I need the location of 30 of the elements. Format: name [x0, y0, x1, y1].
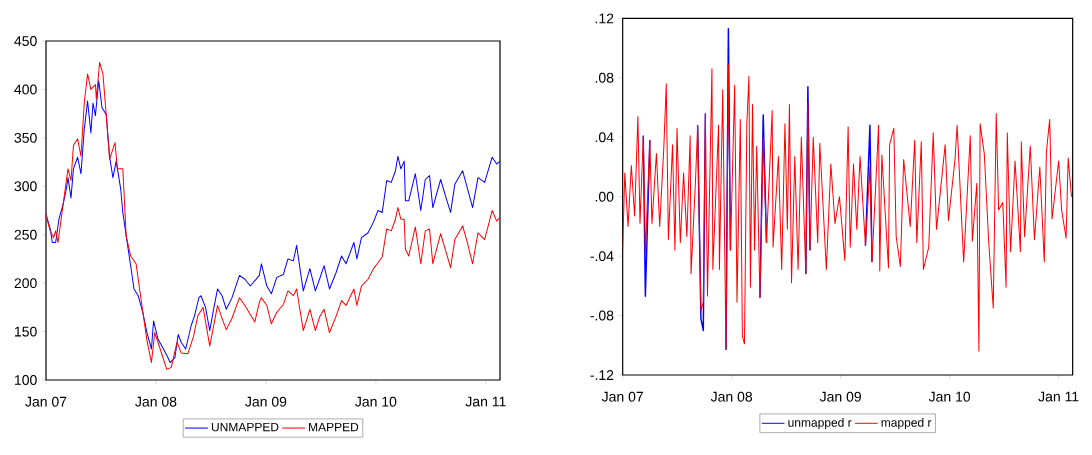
y-tick-label: .00 [595, 191, 614, 202]
legend-label: MAPPED [309, 422, 359, 432]
y-tick-label: -.12 [590, 370, 614, 380]
x-tick-label: Jan 07 [25, 396, 67, 407]
y-tick-label: -.04 [590, 251, 614, 262]
y-tick-label: .04 [595, 132, 614, 143]
y-tick-label: 450 [14, 36, 37, 46]
x-tick-label: Jan 09 [819, 391, 861, 402]
x-tick-label: Jan 07 [601, 391, 643, 402]
legend-label: UNMAPPED [211, 422, 279, 432]
x-tick-label: Jan 08 [135, 396, 177, 407]
x-tick-label: Jan 11 [465, 396, 506, 407]
x-tick-label: Jan 08 [710, 391, 753, 402]
y-tick-label: 100 [15, 375, 37, 385]
legend-label: unmapped r [788, 417, 852, 430]
y-tick-label: 300 [14, 181, 37, 192]
x-tick-label: Jan 09 [245, 396, 287, 407]
y-tick-label: .08 [595, 72, 614, 83]
y-tick-label: 250 [14, 229, 37, 240]
line-series [622, 63, 1072, 352]
y-tick-label: 200 [14, 278, 37, 289]
y-tick-label: 350 [14, 132, 37, 143]
y-tick-label: .12 [595, 13, 614, 24]
x-tick-label: Jan 10 [355, 396, 397, 407]
y-tick-label: -.08 [590, 310, 614, 321]
x-tick-label: Jan 10 [928, 391, 971, 402]
y-tick-label: 400 [14, 84, 37, 95]
x-tick-label: Jan 11 [1038, 391, 1079, 402]
y-tick-label: 150 [15, 326, 37, 337]
legend-label: mapped r [881, 417, 932, 430]
